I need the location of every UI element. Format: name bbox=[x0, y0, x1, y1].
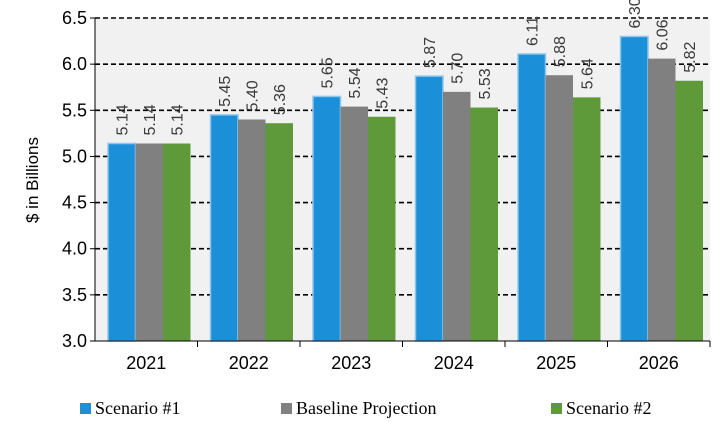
data-label: 6.06 bbox=[655, 19, 672, 50]
legend-label-scenario-2: Scenario #2 bbox=[566, 398, 651, 418]
data-label: 5.43 bbox=[375, 78, 392, 109]
data-label: 5.40 bbox=[245, 80, 262, 111]
bar-2024-baseline bbox=[443, 91, 471, 341]
gridlines bbox=[95, 17, 710, 296]
bar-2021-scenario-1 bbox=[107, 142, 137, 342]
legend: Scenario #1 Baseline Projection Scenario… bbox=[80, 398, 651, 418]
x-tick-label: 2023 bbox=[331, 353, 371, 373]
data-label: 5.14 bbox=[142, 104, 159, 135]
y-tick-label: 4.5 bbox=[62, 193, 87, 213]
bar-2024-scenario-2 bbox=[470, 107, 498, 341]
bar-2026-scenario-1 bbox=[619, 35, 649, 342]
data-label: 5.65 bbox=[320, 57, 337, 88]
legend-label-baseline-projection: Baseline Projection bbox=[296, 398, 436, 418]
data-labels: 5.14 5.14 5.14 5.45 5.40 5.36 5.65 5.54 5.43 5.87… bbox=[115, 0, 700, 136]
bar-2024-scenario-1 bbox=[414, 75, 444, 342]
bar-2021-scenario-2 bbox=[163, 143, 191, 341]
x-tick-label: 2024 bbox=[434, 353, 474, 373]
plot-area-background bbox=[95, 18, 710, 341]
bar-2022-scenario-1 bbox=[209, 114, 239, 342]
data-label: 5.64 bbox=[580, 58, 597, 89]
legend-swatch-scenario-1 bbox=[80, 403, 91, 414]
data-label: 5.54 bbox=[347, 67, 364, 98]
y-tick-label: 6.5 bbox=[62, 8, 87, 28]
y-tick-label: 4.0 bbox=[62, 239, 87, 259]
bar-2025-scenario-1 bbox=[517, 53, 547, 342]
x-tick-label: 2021 bbox=[126, 353, 166, 373]
data-label: 5.36 bbox=[272, 84, 289, 115]
data-label: 5.88 bbox=[552, 36, 569, 67]
bar-2021-baseline bbox=[135, 143, 163, 341]
x-tick-label: 2025 bbox=[536, 353, 576, 373]
legend-item-baseline-projection: Baseline Projection bbox=[281, 398, 436, 418]
bar-2022-baseline bbox=[238, 119, 266, 341]
bar-2025-scenario-2 bbox=[573, 97, 601, 341]
data-label: 5.45 bbox=[217, 76, 234, 107]
legend-swatch-scenario-2 bbox=[551, 403, 562, 414]
y-tick-label: 6.0 bbox=[62, 54, 87, 74]
legend-swatch-baseline-projection bbox=[281, 403, 292, 414]
y-tick-label: 3.0 bbox=[62, 331, 87, 351]
data-label: 6.11 bbox=[525, 16, 542, 46]
bar-2026-baseline bbox=[648, 58, 676, 341]
y-tick-label: 5.0 bbox=[62, 146, 87, 166]
data-label: 5.53 bbox=[477, 68, 494, 99]
bar-2022-scenario-2 bbox=[265, 123, 293, 341]
bar-2023-baseline bbox=[340, 106, 368, 341]
x-axis-ticks: 2021 2022 2023 2024 2025 2026 bbox=[126, 341, 711, 373]
y-axis-label: $ in Billions bbox=[23, 137, 42, 223]
y-tick-label: 5.5 bbox=[62, 100, 87, 120]
data-label: 5.14 bbox=[115, 104, 132, 135]
bar-2023-scenario-2 bbox=[368, 116, 396, 341]
data-label: 5.82 bbox=[682, 42, 699, 73]
y-axis-ticks: 3.0 3.5 4.0 4.5 5.0 5.5 6.0 6.5 bbox=[62, 8, 95, 351]
data-label: 6.30 bbox=[627, 0, 644, 28]
x-tick-label: 2022 bbox=[229, 353, 269, 373]
data-label: 5.70 bbox=[450, 53, 467, 84]
legend-item-scenario-2: Scenario #2 bbox=[551, 398, 651, 418]
bar-2025-baseline bbox=[545, 75, 573, 342]
x-tick-label: 2026 bbox=[639, 353, 679, 373]
bar-2026-scenario-2 bbox=[675, 80, 703, 342]
bar-2023-scenario-1 bbox=[312, 95, 342, 342]
data-label: 5.14 bbox=[170, 104, 187, 135]
data-label: 5.87 bbox=[422, 37, 439, 68]
legend-label-scenario-1: Scenario #1 bbox=[95, 398, 180, 418]
legend-item-scenario-1: Scenario #1 bbox=[80, 398, 180, 418]
bars bbox=[107, 35, 703, 342]
y-tick-label: 3.5 bbox=[62, 285, 87, 305]
